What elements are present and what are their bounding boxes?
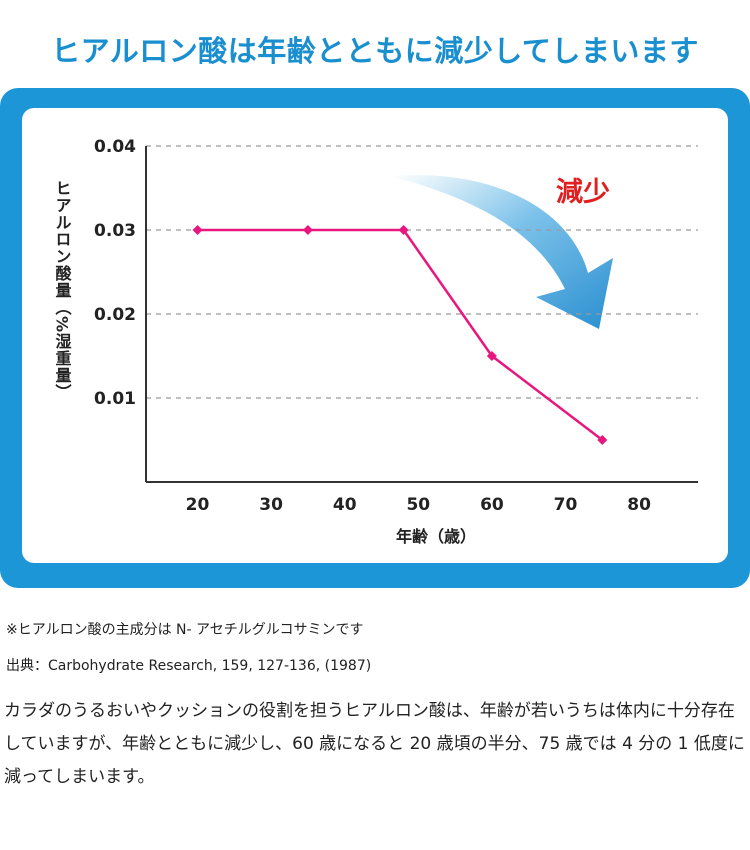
x-tick-label: 20 <box>186 495 210 515</box>
x-tick-label: 50 <box>406 495 430 515</box>
chart-frame: 0.01 0.02 0.03 0.04 20 30 40 50 60 70 80 年齢（歳） ヒアルロン… <box>0 88 750 588</box>
data-point <box>192 225 203 235</box>
y-tick-label: 0.03 <box>94 221 136 241</box>
x-tick-label: 40 <box>333 495 357 515</box>
page-title: ヒアルロン酸は年齢とともに減少してしまいます <box>51 34 699 68</box>
y-tick-label: 0.04 <box>94 137 136 157</box>
data-point <box>597 435 608 445</box>
x-tick-label: 30 <box>259 495 283 515</box>
data-point <box>302 225 313 235</box>
body-paragraph: カラダのうるおいやクッションの役割を担うヒアルロン酸は、年齢が若いうちは体内に十… <box>4 701 745 787</box>
chart-panel: 0.01 0.02 0.03 0.04 20 30 40 50 60 70 80 年齢（歳） ヒアルロン… <box>22 108 728 563</box>
line-chart: 0.01 0.02 0.03 0.04 20 30 40 50 60 70 80 年齢（歳） ヒアルロン… <box>53 137 698 546</box>
x-tick-label: 70 <box>554 495 578 515</box>
y-tick-label: 0.01 <box>94 389 136 409</box>
data-point <box>486 351 497 361</box>
data-point <box>398 225 409 235</box>
y-axis-label: ヒアルロン酸量（%湿重量） <box>53 180 73 401</box>
footnote: ※ヒアルロン酸の主成分は N- アセチルグルコサミンです <box>6 622 364 638</box>
series-line <box>197 228 604 441</box>
x-tick-label: 80 <box>627 495 651 515</box>
decrease-annotation: 減少 <box>556 177 610 208</box>
source-citation: 出典：Carbohydrate Research, 159, 127-136, … <box>6 658 372 674</box>
x-tick-label: 60 <box>480 495 504 515</box>
y-tick-label: 0.02 <box>94 305 136 325</box>
x-axis-label: 年齢（歳） <box>396 527 476 546</box>
